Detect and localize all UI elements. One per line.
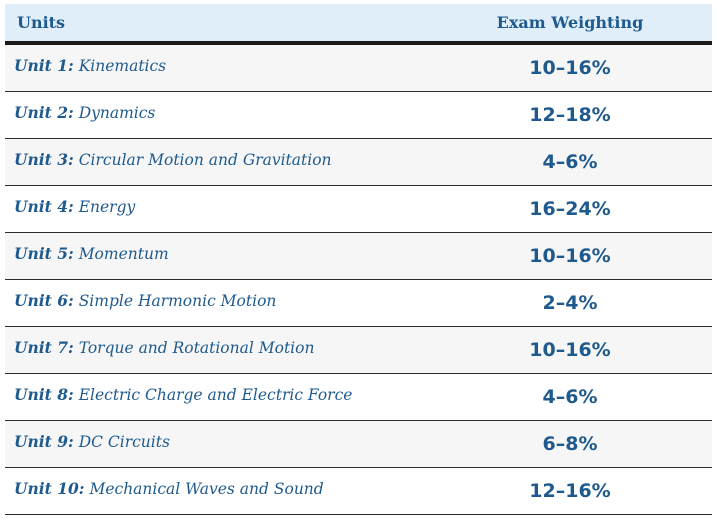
weighting-cell: 10–16% [529, 245, 611, 267]
unit-number: Unit 1: [14, 55, 74, 75]
table-row: Unit 7: Torque and Rotational Motion 10–… [5, 327, 712, 374]
table-row: Unit 9: DC Circuits 6–8% [5, 421, 712, 468]
unit-cell: Unit 4: Energy [5, 197, 450, 216]
unit-title: Torque and Rotational Motion [78, 338, 315, 357]
unit-title: Mechanical Waves and Sound [89, 479, 324, 498]
table-row: Unit 10: Mechanical Waves and Sound 12–1… [5, 468, 712, 515]
weighting-cell: 12–18% [529, 104, 611, 126]
unit-cell: Unit 5: Momentum [5, 244, 450, 263]
unit-number: Unit 7: [14, 337, 74, 357]
unit-title: Dynamics [78, 103, 156, 122]
exam-weighting-table: Units Exam Weighting Unit 1: Kinematics … [5, 4, 712, 515]
weighting-cell: 12–16% [529, 480, 611, 502]
weighting-cell: 6–8% [542, 433, 598, 455]
unit-cell: Unit 3: Circular Motion and Gravitation [5, 150, 450, 169]
units-column-header: Units [17, 13, 66, 32]
unit-title: Circular Motion and Gravitation [78, 150, 332, 169]
unit-title: Electric Charge and Electric Force [78, 385, 353, 404]
table-row: Unit 2: Dynamics 12–18% [5, 92, 712, 139]
unit-title: Kinematics [78, 56, 167, 75]
weighting-cell: 2–4% [542, 292, 598, 314]
unit-title: DC Circuits [78, 432, 170, 451]
weighting-cell: 4–6% [542, 151, 598, 173]
unit-cell: Unit 1: Kinematics [5, 56, 450, 75]
table-row: Unit 5: Momentum 10–16% [5, 233, 712, 280]
unit-cell: Unit 8: Electric Charge and Electric For… [5, 385, 450, 404]
unit-cell: Unit 6: Simple Harmonic Motion [5, 291, 450, 310]
table-row: Unit 1: Kinematics 10–16% [5, 45, 712, 92]
unit-number: Unit 5: [14, 243, 74, 263]
unit-number: Unit 3: [14, 149, 74, 169]
weighting-cell: 16–24% [529, 198, 611, 220]
unit-title: Simple Harmonic Motion [78, 291, 277, 310]
unit-cell: Unit 2: Dynamics [5, 103, 450, 122]
unit-number: Unit 8: [14, 384, 74, 404]
weighting-cell: 4–6% [542, 386, 598, 408]
table-row: Unit 4: Energy 16–24% [5, 186, 712, 233]
unit-number: Unit 2: [14, 102, 74, 122]
unit-number: Unit 6: [14, 290, 74, 310]
table-row: Unit 3: Circular Motion and Gravitation … [5, 139, 712, 186]
table-row: Unit 6: Simple Harmonic Motion 2–4% [5, 280, 712, 327]
table-header: Units Exam Weighting [5, 4, 712, 45]
unit-number: Unit 9: [14, 431, 74, 451]
exam-weighting-column-header: Exam Weighting [496, 13, 644, 32]
unit-number: Unit 10: [14, 478, 85, 498]
weighting-cell: 10–16% [529, 339, 611, 361]
unit-title: Momentum [78, 244, 169, 263]
unit-cell: Unit 9: DC Circuits [5, 432, 450, 451]
unit-number: Unit 4: [14, 196, 74, 216]
weighting-cell: 10–16% [529, 57, 611, 79]
table-row: Unit 8: Electric Charge and Electric For… [5, 374, 712, 421]
unit-title: Energy [78, 197, 136, 216]
unit-cell: Unit 7: Torque and Rotational Motion [5, 338, 450, 357]
unit-cell: Unit 10: Mechanical Waves and Sound [5, 479, 450, 498]
